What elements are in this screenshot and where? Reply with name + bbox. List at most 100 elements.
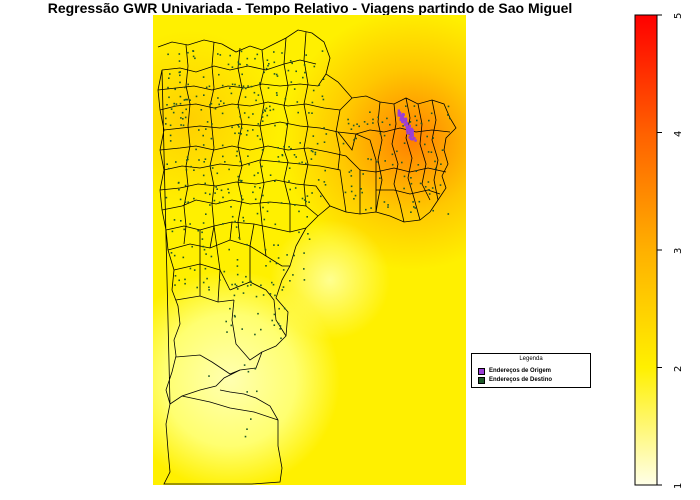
destination-point: [219, 54, 222, 56]
destination-point: [432, 137, 434, 139]
destination-point: [234, 315, 236, 318]
destination-point: [226, 331, 228, 333]
destination-point: [256, 212, 259, 215]
destination-point: [252, 129, 254, 131]
destination-point: [365, 208, 367, 211]
destination-point: [243, 364, 246, 366]
destination-point: [255, 99, 257, 102]
destination-point: [303, 252, 305, 254]
destination-point: [185, 98, 187, 101]
destination-point: [165, 196, 168, 199]
destination-point: [305, 162, 307, 165]
destination-point: [350, 190, 353, 193]
destination-point: [426, 135, 428, 138]
destination-point: [221, 84, 224, 87]
destination-point: [308, 238, 311, 240]
destination-point: [178, 279, 180, 282]
destination-point: [367, 158, 369, 160]
destination-point: [245, 275, 247, 278]
destination-point: [233, 294, 236, 297]
origin-point: [397, 111, 400, 115]
destination-point: [204, 267, 207, 270]
destination-point: [218, 201, 221, 204]
legend-title: Legenda: [519, 356, 543, 362]
destination-point: [414, 115, 416, 118]
destination-point: [231, 66, 234, 68]
destination-point: [350, 175, 353, 177]
destination-point: [276, 94, 278, 96]
destination-point: [414, 207, 417, 209]
destination-point: [261, 165, 263, 168]
destination-point: [244, 435, 247, 438]
destination-point: [174, 284, 176, 286]
origin-point: [408, 130, 412, 133]
destination-point: [242, 216, 244, 219]
destination-point: [237, 124, 239, 126]
destination-point: [242, 198, 244, 201]
destination-point: [263, 218, 266, 221]
destination-point: [282, 269, 285, 271]
destination-point: [269, 293, 272, 295]
destination-point: [184, 86, 186, 89]
destination-point: [347, 118, 349, 121]
destination-point: [202, 144, 205, 146]
destination-point: [206, 121, 209, 123]
destination-point: [272, 283, 275, 286]
destination-point: [165, 123, 167, 125]
origin-point: [406, 122, 409, 126]
destination-points: [165, 50, 451, 438]
origin-point: [404, 119, 407, 123]
destination-point: [428, 119, 430, 122]
destination-point: [281, 154, 284, 156]
destination-point: [271, 319, 273, 322]
destination-point: [189, 267, 192, 270]
legend-item-destination-label: Endereços de Destino: [489, 377, 553, 383]
destination-point: [231, 215, 234, 218]
destination-point: [262, 206, 264, 209]
destination-point: [211, 123, 213, 125]
destination-point: [187, 83, 189, 86]
destination-swatch-icon: [478, 376, 485, 384]
destination-point: [239, 115, 241, 118]
destination-point: [279, 325, 282, 327]
destination-point: [372, 118, 374, 121]
destination-point: [248, 163, 250, 166]
destination-point: [222, 196, 224, 199]
destination-point: [238, 236, 240, 239]
destination-point: [184, 282, 186, 285]
destination-point: [169, 140, 172, 142]
destination-point: [238, 84, 241, 87]
destination-point: [240, 180, 242, 183]
destination-point: [173, 254, 176, 257]
destination-point: [205, 128, 207, 130]
destination-point: [447, 114, 449, 116]
destination-point: [241, 179, 243, 182]
destination-point: [256, 53, 259, 56]
destination-point: [342, 142, 345, 145]
scale-tick-label: 2: [673, 365, 684, 372]
destination-point: [184, 116, 187, 119]
destination-point: [233, 314, 236, 317]
destination-point: [209, 165, 212, 167]
destination-point: [241, 281, 244, 283]
destination-point: [250, 284, 252, 286]
destination-point: [417, 164, 420, 166]
destination-point: [170, 252, 173, 254]
destination-point: [175, 161, 177, 163]
destination-point: [242, 292, 245, 294]
destination-point: [183, 228, 185, 231]
destination-point: [180, 117, 182, 119]
color-scale: [634, 14, 662, 486]
destination-point: [415, 124, 418, 127]
legend-item-destination: Endereços de Destino: [478, 376, 552, 384]
destination-point: [383, 134, 386, 137]
destination-point: [254, 185, 256, 188]
destination-point: [293, 88, 296, 90]
destination-point: [439, 184, 442, 186]
origin-point: [401, 118, 404, 121]
destination-point: [228, 168, 230, 171]
destination-point: [236, 273, 239, 276]
destination-point: [257, 172, 259, 174]
destination-point: [184, 278, 186, 281]
destination-point: [396, 150, 398, 153]
